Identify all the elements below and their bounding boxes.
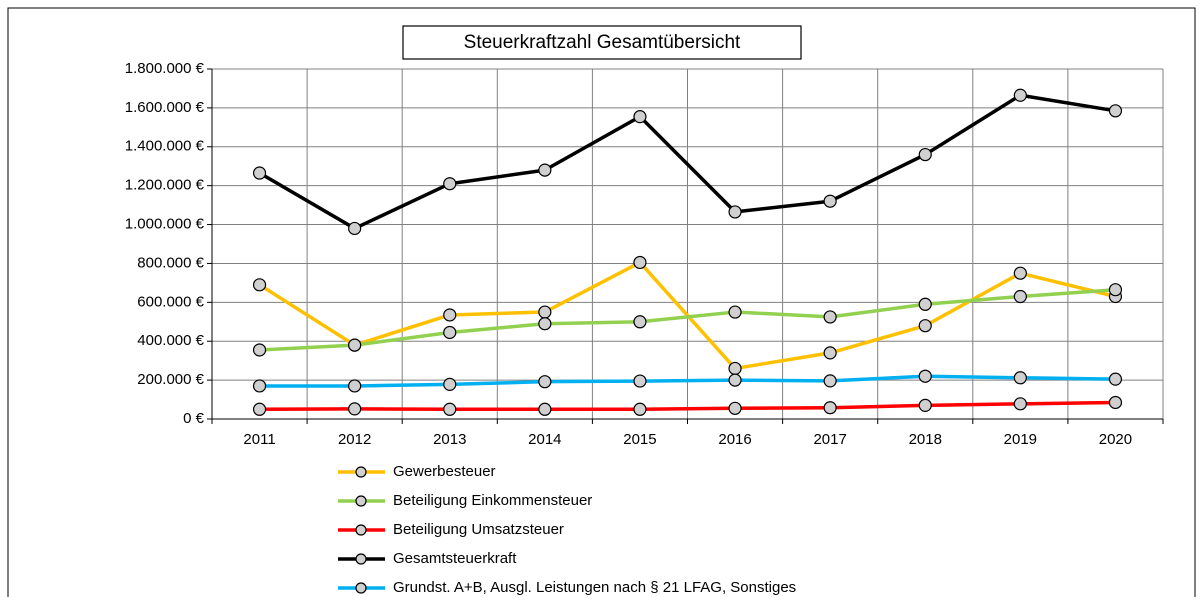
- data-point: [918, 319, 932, 333]
- data-point: [633, 374, 647, 388]
- y-tick-label: 1.600.000 €: [125, 99, 205, 116]
- data-point: [1108, 104, 1123, 118]
- legend-label: Beteiligung Einkommensteuer: [393, 492, 592, 509]
- data-point: [1013, 289, 1027, 304]
- y-tick-label: 800.000 €: [137, 254, 204, 271]
- data-point: [443, 325, 457, 340]
- x-tick-label: 2019: [1004, 431, 1037, 448]
- x-tick-label: 2014: [528, 431, 561, 448]
- legend-label: Grundst. A+B, Ausgl. Leistungen nach § 2…: [393, 579, 796, 596]
- legend-marker: [355, 582, 367, 594]
- data-point: [918, 297, 932, 311]
- data-point: [728, 361, 742, 376]
- data-point: [252, 166, 267, 180]
- data-point: [252, 278, 267, 292]
- data-point: [538, 317, 552, 331]
- data-point: [348, 379, 362, 393]
- data-point: [728, 305, 742, 319]
- legend-marker: [355, 524, 367, 536]
- y-tick-label: 1.400.000 €: [125, 138, 205, 155]
- data-point: [633, 110, 647, 124]
- data-point: [1013, 88, 1027, 102]
- data-point: [823, 194, 837, 208]
- x-tick-label: 2017: [813, 431, 846, 448]
- data-point: [823, 374, 837, 388]
- legend-label: Gewerbesteuer: [393, 463, 496, 480]
- data-point: [918, 398, 932, 412]
- data-point: [918, 369, 932, 383]
- data-point: [348, 221, 362, 236]
- data-point: [1013, 371, 1027, 385]
- data-point: [443, 402, 457, 416]
- x-tick-label: 2016: [718, 431, 751, 448]
- data-point: [823, 346, 837, 360]
- data-point: [728, 205, 742, 219]
- x-tick-label: 2012: [338, 431, 371, 448]
- data-point: [1108, 372, 1123, 386]
- data-point: [348, 338, 362, 352]
- y-tick-label: 600.000 €: [137, 293, 204, 310]
- series-line: [259, 400, 1116, 412]
- y-tick-label: 1.000.000 €: [125, 216, 205, 233]
- data-point: [538, 402, 552, 416]
- legend-label: Beteiligung Umsatzsteuer: [393, 521, 564, 538]
- legend-label: Gesamtsteuerkraft: [393, 550, 517, 567]
- data-point: [252, 402, 267, 416]
- data-point: [728, 401, 742, 415]
- title-box: [402, 25, 802, 60]
- y-tick-label: 200.000 €: [137, 371, 204, 388]
- data-point: [1013, 266, 1027, 280]
- data-point: [918, 147, 932, 162]
- series-line: [259, 287, 1116, 352]
- data-point: [348, 402, 362, 416]
- x-tick-label: 2018: [909, 431, 942, 448]
- x-tick-label: 2011: [243, 431, 275, 448]
- y-tick-label: 1.800.000 €: [125, 60, 205, 77]
- data-point: [1013, 397, 1027, 411]
- y-tick-label: 0 €: [183, 410, 205, 427]
- data-point: [823, 401, 837, 415]
- series-line: [258, 93, 1116, 231]
- data-point: [728, 373, 742, 387]
- y-tick-label: 1.200.000 €: [125, 177, 205, 194]
- x-tick-label: 2020: [1099, 431, 1132, 448]
- x-tick-label: 2015: [623, 431, 656, 448]
- chart-title: Steuerkraftzahl Gesamtübersicht: [464, 32, 741, 53]
- data-point: [1108, 395, 1123, 410]
- y-tick-label: 400.000 €: [137, 332, 204, 349]
- data-point: [538, 163, 552, 177]
- data-point: [633, 402, 647, 416]
- data-point: [633, 315, 647, 329]
- data-point: [443, 377, 457, 391]
- data-point: [538, 305, 552, 319]
- legend-marker: [355, 553, 367, 565]
- data-point: [443, 177, 457, 191]
- x-tick-label: 2013: [433, 431, 466, 448]
- data-point: [633, 255, 647, 270]
- data-point: [538, 375, 552, 389]
- data-point: [252, 379, 267, 393]
- data-point: [252, 343, 267, 357]
- data-point: [823, 310, 837, 324]
- data-point: [1108, 283, 1123, 297]
- data-point: [443, 308, 457, 322]
- series-line: [259, 374, 1116, 388]
- legend-marker: [355, 495, 367, 507]
- legend-marker: [355, 466, 367, 478]
